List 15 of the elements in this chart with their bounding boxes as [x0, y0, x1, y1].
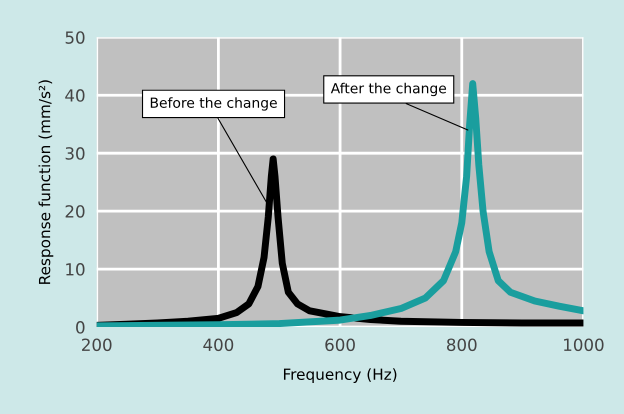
- series-label: After the change: [330, 82, 446, 96]
- x-tick-label: 1000: [564, 338, 604, 352]
- x-tick-label: 400: [203, 338, 234, 352]
- x-tick-label: 800: [446, 338, 477, 352]
- x-tick-label: 600: [325, 338, 355, 352]
- y-tick-label: 20: [66, 205, 84, 218]
- y-tick-label: 50: [66, 31, 84, 44]
- y-axis-title: Response function (mm/s²): [38, 80, 54, 284]
- x-axis-title: Frequency (Hz): [284, 368, 396, 383]
- y-tick-label: 40: [65, 89, 84, 102]
- y-tick-label: 0: [76, 321, 84, 334]
- x-tick-label: 200: [82, 338, 112, 352]
- y-tick-label: 30: [66, 147, 84, 160]
- text: Before the change: [150, 97, 277, 111]
- y-tick-label: 10: [66, 263, 84, 276]
